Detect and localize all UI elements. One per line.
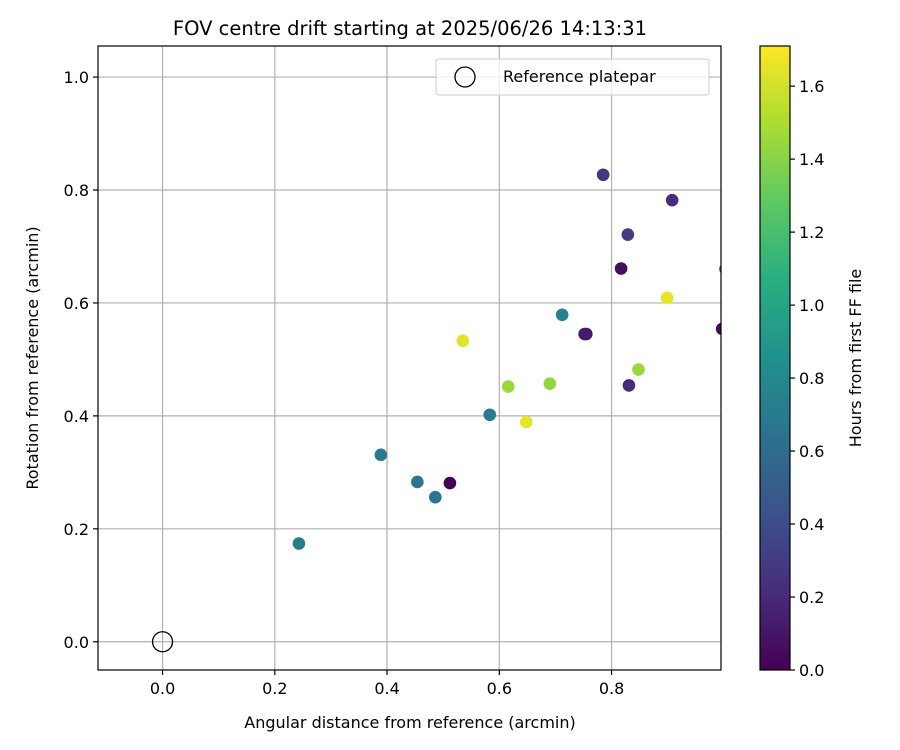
- data-point: [292, 537, 306, 550]
- data-point: [660, 291, 674, 305]
- colorbar-tick-label: 0.8: [799, 369, 824, 388]
- x-tick-label: 0.6: [487, 679, 512, 698]
- x-tick-label: 0.8: [599, 679, 624, 698]
- colorbar-tick-label: 0.4: [799, 515, 824, 534]
- data-point: [411, 475, 424, 489]
- colorbar-tick-label: 1.0: [799, 296, 824, 315]
- data-point: [622, 379, 636, 392]
- y-axis-ticks: 0.0 0.2 0.4 0.6 0.8 1.0: [64, 68, 98, 652]
- reference-marker-layer: [151, 631, 174, 653]
- data-point: [429, 490, 442, 504]
- data-point: [614, 262, 628, 275]
- data-point: [519, 415, 533, 429]
- data-point: [443, 476, 457, 490]
- x-axis-ticks: 0.0 0.2 0.4 0.6 0.8: [150, 670, 624, 698]
- y-tick-label: 0.6: [64, 294, 89, 313]
- data-point: [483, 408, 497, 422]
- data-point: [596, 168, 610, 182]
- legend-reference-marker: [454, 66, 476, 88]
- y-tick-label: 0.0: [64, 633, 89, 652]
- plot-frame: [97, 45, 722, 671]
- legend: Reference platepar: [435, 58, 710, 96]
- data-point: [543, 377, 557, 390]
- y-tick-label: 0.2: [64, 520, 89, 539]
- y-tick-label: 0.8: [64, 181, 89, 200]
- x-tick-label: 0.4: [374, 679, 399, 698]
- colorbar: 0.0 0.2 0.4 0.6 0.8 1.0 1.2 1.4 1.6 Hours from f…: [759, 45, 865, 680]
- colorbar-gradient: [759, 45, 791, 671]
- colorbar-tick-label: 1.4: [799, 150, 824, 169]
- y-tick-label: 1.0: [64, 68, 89, 87]
- colorbar-label: Hours from first FF file: [846, 269, 865, 448]
- colorbar-tick-label: 0.6: [799, 442, 824, 461]
- data-point: [579, 327, 593, 341]
- x-tick-label: 0.0: [150, 679, 175, 698]
- colorbar-tick-label: 1.6: [799, 77, 824, 96]
- data-point: [632, 363, 645, 376]
- data-point: [715, 322, 721, 336]
- data-point: [555, 308, 569, 322]
- reference-platepar-marker: [151, 631, 174, 653]
- colorbar-ticks: 0.0 0.2 0.4 0.6 0.8 1.0 1.2 1.4 1.6: [790, 77, 824, 680]
- grid-lines: [98, 46, 721, 670]
- colorbar-tick-label: 0.2: [799, 588, 824, 607]
- colorbar-tick-label: 0.0: [799, 661, 824, 680]
- legend-box: [435, 58, 710, 96]
- data-point: [456, 334, 470, 348]
- colorbar-tick-label: 1.2: [799, 223, 824, 242]
- data-point: [501, 380, 515, 393]
- x-axis-label: Angular distance from reference (arcmin): [244, 713, 575, 732]
- data-point: [374, 448, 388, 462]
- chart-title: FOV centre drift starting at 2025/06/26 …: [173, 17, 647, 40]
- y-tick-label: 0.4: [64, 407, 89, 426]
- legend-entry-reference: Reference platepar: [503, 67, 656, 86]
- data-points: [292, 168, 721, 550]
- y-axis-label: Rotation from reference (arcmin): [23, 226, 42, 489]
- x-tick-label: 0.2: [262, 679, 287, 698]
- data-point: [665, 193, 679, 207]
- data-point: [621, 228, 635, 241]
